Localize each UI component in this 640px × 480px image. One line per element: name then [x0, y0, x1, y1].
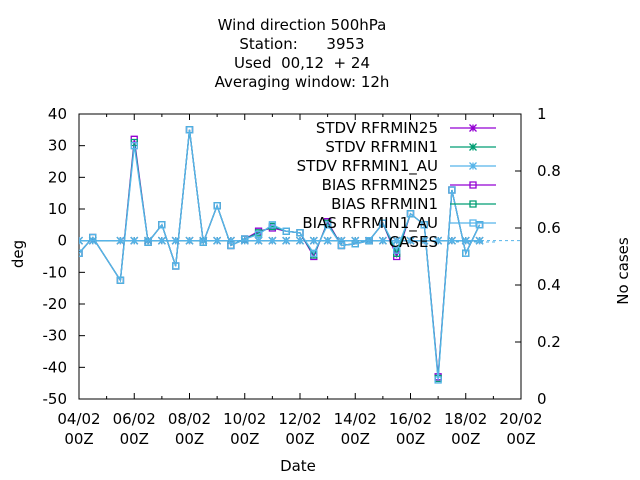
data-point	[241, 235, 249, 243]
data-point	[116, 236, 125, 245]
x-tick-label: 18/02	[444, 410, 487, 428]
x-axis-label: Date	[280, 457, 316, 475]
x-tick-label: 04/02	[57, 410, 100, 428]
x-tick-label: 20/02	[499, 410, 542, 428]
data-point	[130, 142, 138, 150]
data-point	[296, 229, 304, 237]
data-point	[89, 233, 97, 242]
chart-title: Wind direction 500hPa Station: 3953 Used…	[0, 16, 604, 92]
data-point	[448, 186, 456, 194]
x-tick-label-hour: 00Z	[506, 430, 535, 448]
data-point	[268, 221, 277, 229]
series-line	[79, 129, 481, 381]
y2-tick-label: 0.2	[537, 333, 561, 351]
data-point	[337, 236, 346, 245]
y-tick-label: 10	[48, 200, 67, 218]
data-point	[365, 237, 373, 245]
data-point	[337, 241, 346, 250]
legend-marker	[469, 219, 477, 227]
legend-label: STDV RFRMIN25	[316, 119, 438, 137]
title-line-4: Averaging window: 12h	[214, 73, 390, 91]
legend-marker	[469, 200, 477, 208]
y-tick-label: -30	[43, 327, 68, 345]
y-tick-label: -50	[43, 390, 68, 408]
x-tick-label: 06/02	[113, 410, 156, 428]
y2-tick-label: 0.4	[537, 276, 561, 294]
x-tick-label-hour: 00Z	[285, 430, 314, 448]
legend-label: STDV RFRMIN1	[325, 138, 438, 156]
data-point	[462, 249, 470, 257]
legend-marker	[469, 181, 477, 189]
data-point	[378, 236, 387, 245]
legend-marker	[469, 124, 477, 132]
data-point	[240, 236, 249, 245]
data-point	[158, 221, 166, 229]
y-tick-label: 30	[48, 137, 67, 155]
data-point	[434, 236, 443, 245]
x-tick-label: 14/02	[334, 410, 377, 428]
y2-tick-label: 0	[537, 390, 547, 408]
data-point	[157, 236, 166, 245]
y2-tick-label: 0.8	[537, 162, 561, 180]
x-tick-label: 12/02	[278, 410, 321, 428]
legend-label: BIAS RFRMIN1_AU	[302, 214, 438, 233]
data-point	[213, 202, 221, 210]
data-point	[420, 236, 429, 245]
data-point	[199, 238, 207, 246]
y-tick-label: 40	[48, 105, 67, 123]
title-line-1: Wind direction 500hPa	[217, 16, 387, 34]
data-point	[172, 262, 180, 270]
y-tick-label: -40	[43, 358, 68, 376]
title-line-2: Station: 3953	[239, 35, 365, 53]
data-point	[323, 221, 332, 229]
data-point	[282, 236, 291, 245]
x-tick-label: 10/02	[223, 410, 266, 428]
x-tick-label: 16/02	[389, 410, 432, 428]
y-tick-label: -10	[43, 263, 68, 281]
series-bias-rfrmin1-au	[79, 126, 484, 384]
legend-label: CASES	[389, 233, 438, 251]
data-point	[434, 376, 442, 384]
data-point	[393, 246, 401, 254]
y-tick-label: 20	[48, 168, 67, 186]
data-point	[254, 236, 263, 245]
data-point	[393, 249, 401, 257]
legend-label: BIAS RFRMIN25	[322, 176, 438, 194]
title-line-3: Used 00,12 + 24	[234, 54, 370, 72]
y-tick-label: 0	[57, 232, 67, 250]
data-point	[144, 238, 152, 246]
data-point	[420, 221, 428, 229]
x-tick-label: 08/02	[168, 410, 211, 428]
x-tick-label-hour: 00Z	[396, 430, 425, 448]
data-point	[406, 210, 415, 218]
y2-tick-label: 0.6	[537, 219, 561, 237]
legend-label: STDV RFRMIN1_AU	[297, 157, 438, 176]
data-point	[296, 236, 304, 245]
x-tick-label-hour: 00Z	[230, 430, 259, 448]
plot-area	[79, 126, 521, 384]
x-tick-label-hour: 00Z	[341, 430, 370, 448]
y2-tick-label: 1	[537, 105, 547, 123]
data-point	[475, 236, 484, 245]
y-tick-label: -20	[43, 295, 68, 313]
data-point	[185, 126, 194, 134]
data-point	[227, 241, 235, 250]
x-tick-label-hour: 00Z	[175, 430, 204, 448]
data-point	[379, 219, 387, 227]
legend-marker	[469, 143, 477, 151]
data-point	[254, 230, 263, 238]
x-tick-label-hour: 00Z	[64, 430, 93, 448]
legend-label: BIAS RFRMIN1	[331, 195, 438, 213]
data-point	[392, 236, 401, 245]
data-point	[116, 276, 125, 284]
data-point	[79, 249, 83, 257]
legend-marker	[469, 162, 477, 170]
x-tick-label-hour: 00Z	[120, 430, 149, 448]
data-point	[310, 249, 318, 257]
x-tick-label-hour: 00Z	[451, 430, 480, 448]
data-point	[282, 227, 290, 235]
